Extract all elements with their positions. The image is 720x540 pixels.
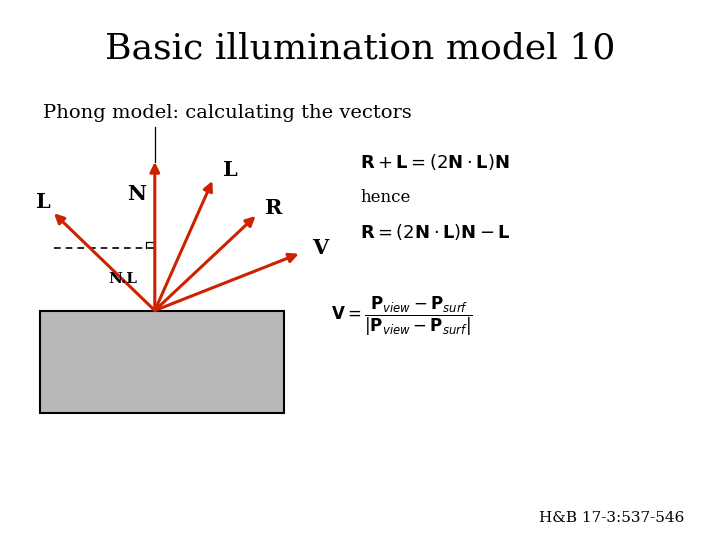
Text: hence: hence xyxy=(360,188,410,206)
Text: V: V xyxy=(312,238,328,259)
Bar xyxy=(40,310,284,413)
Text: $\mathbf{R} + \mathbf{L} = (2\mathbf{N} \cdot \mathbf{L})\mathbf{N}$: $\mathbf{R} + \mathbf{L} = (2\mathbf{N} … xyxy=(360,152,510,172)
Text: L: L xyxy=(223,160,238,180)
Text: $\mathbf{R} = (2\mathbf{N} \cdot \mathbf{L})\mathbf{N} - \mathbf{L}$: $\mathbf{R} = (2\mathbf{N} \cdot \mathbf… xyxy=(360,222,510,242)
Text: Phong model: calculating the vectors: Phong model: calculating the vectors xyxy=(43,104,412,123)
Text: L: L xyxy=(36,192,50,213)
Text: N.L: N.L xyxy=(108,273,137,286)
Text: $\mathbf{V} = \dfrac{\mathbf{P}_{view} - \mathbf{P}_{surf}}{|\mathbf{P}_{view} -: $\mathbf{V} = \dfrac{\mathbf{P}_{view} -… xyxy=(331,294,473,338)
Text: R: R xyxy=(265,198,282,218)
Text: N: N xyxy=(127,184,146,205)
Text: Basic illumination model 10: Basic illumination model 10 xyxy=(105,32,615,65)
Text: H&B 17-3:537-546: H&B 17-3:537-546 xyxy=(539,511,684,525)
